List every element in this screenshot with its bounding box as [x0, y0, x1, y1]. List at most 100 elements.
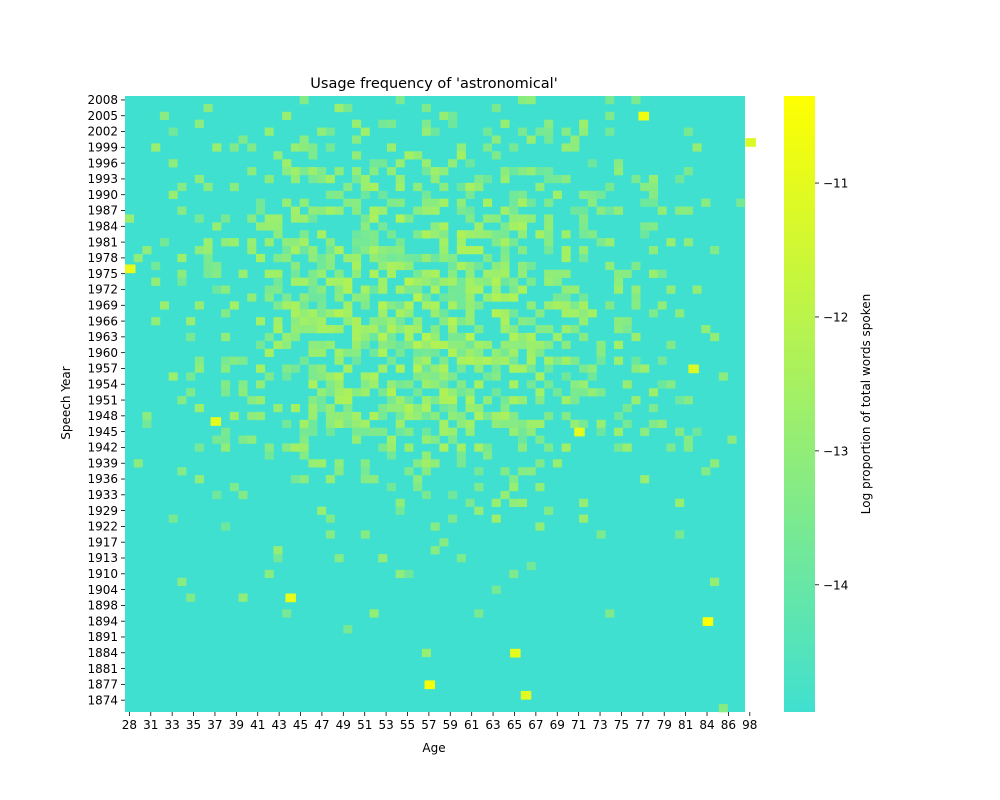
heatmap-cell — [300, 135, 309, 143]
heatmap-cell — [431, 380, 440, 388]
heatmap-cell — [492, 420, 501, 428]
heatmap-cell — [457, 412, 466, 420]
heatmap-cell — [527, 262, 536, 270]
heatmap-cell — [308, 309, 317, 317]
heatmap-cell — [335, 396, 344, 404]
heatmap-cell — [195, 301, 204, 309]
heatmap-cell — [221, 214, 230, 222]
heatmap-cell — [413, 270, 422, 278]
heatmap-cell — [387, 254, 396, 262]
heatmap-cell — [535, 183, 544, 191]
heatmap-cell — [483, 341, 492, 349]
heatmap-cell — [343, 365, 352, 373]
heatmap-cell — [535, 459, 544, 467]
heatmap-cell — [431, 325, 440, 333]
x-tick-label: 55 — [400, 718, 415, 732]
heatmap-cell — [352, 349, 361, 357]
heatmap-cell — [247, 214, 256, 222]
heatmap-cell — [282, 246, 291, 254]
heatmap-cell — [335, 349, 344, 357]
heatmap-cell — [352, 317, 361, 325]
heatmap-cell — [265, 372, 274, 380]
heatmap-cell — [631, 301, 640, 309]
heatmap-cell — [387, 199, 396, 207]
heatmap-cell — [474, 278, 483, 286]
heatmap-cell — [282, 112, 291, 120]
heatmap-cell — [658, 301, 667, 309]
heatmap-cell — [291, 246, 300, 254]
heatmap-cell — [562, 325, 571, 333]
heatmap-cell — [544, 214, 553, 222]
heatmap-cell — [562, 396, 571, 404]
heatmap-cell — [396, 396, 405, 404]
heatmap-cell — [361, 128, 370, 136]
heatmap-cell — [256, 199, 265, 207]
heatmap-cell — [300, 436, 309, 444]
heatmap-cell — [378, 443, 387, 451]
heatmap-cell — [570, 207, 579, 215]
heatmap-cell — [404, 412, 413, 420]
heatmap-cell — [396, 214, 405, 222]
heatmap-cell — [640, 365, 649, 373]
heatmap-hotspot — [688, 365, 698, 374]
heatmap-cell — [579, 365, 588, 373]
heatmap-cell — [326, 325, 335, 333]
heatmap-cell — [256, 254, 265, 262]
heatmap-cell — [378, 207, 387, 215]
heatmap-cell — [256, 380, 265, 388]
heatmap-cell — [466, 159, 475, 167]
heatmap-cell — [448, 278, 457, 286]
heatmap-cell — [492, 412, 501, 420]
heatmap-cell — [518, 199, 527, 207]
heatmap-cell — [509, 286, 518, 294]
heatmap-cell — [509, 333, 518, 341]
heatmap-cell — [492, 309, 501, 317]
heatmap-cell — [378, 191, 387, 199]
heatmap-cell — [457, 199, 466, 207]
heatmap-cell — [300, 230, 309, 238]
heatmap-cell — [500, 238, 509, 246]
heatmap-cell — [317, 325, 326, 333]
heatmap-cell — [387, 317, 396, 325]
heatmap-cell — [579, 380, 588, 388]
heatmap-cell — [378, 349, 387, 357]
heatmap-cell — [326, 372, 335, 380]
heatmap-cell — [404, 570, 413, 578]
heatmap-cell — [335, 554, 344, 562]
heatmap-cell — [396, 507, 405, 515]
heatmap-cell — [404, 151, 413, 159]
heatmap-cell — [500, 207, 509, 215]
heatmap-cell — [701, 467, 710, 475]
heatmap-cell — [570, 388, 579, 396]
heatmap-cell — [466, 499, 475, 507]
heatmap-cell — [658, 357, 667, 365]
heatmap-cell — [431, 522, 440, 530]
heatmap-cell — [335, 388, 344, 396]
heatmap-cell — [518, 214, 527, 222]
heatmap-cell — [544, 222, 553, 230]
y-tick-label: 2005 — [87, 109, 118, 123]
heatmap-cell — [439, 357, 448, 365]
heatmap-cell — [623, 443, 632, 451]
heatmap-cell — [335, 309, 344, 317]
heatmap-cell — [500, 396, 509, 404]
heatmap-cell — [431, 175, 440, 183]
y-tick-label: 1981 — [87, 235, 118, 249]
heatmap-cell — [212, 143, 221, 151]
heatmap-cell — [614, 167, 623, 175]
heatmap-cell — [361, 301, 370, 309]
heatmap-cell — [439, 404, 448, 412]
heatmap-cell — [300, 309, 309, 317]
heatmap-cell — [500, 309, 509, 317]
heatmap-cell — [326, 475, 335, 483]
heatmap-cell — [282, 159, 291, 167]
heatmap-cell — [684, 443, 693, 451]
heatmap-cell — [300, 357, 309, 365]
heatmap-cell — [448, 404, 457, 412]
heatmap-cell — [544, 120, 553, 128]
heatmap-cell — [413, 325, 422, 333]
heatmap-cell — [378, 341, 387, 349]
heatmap-cell — [282, 238, 291, 246]
heatmap-cell — [291, 325, 300, 333]
